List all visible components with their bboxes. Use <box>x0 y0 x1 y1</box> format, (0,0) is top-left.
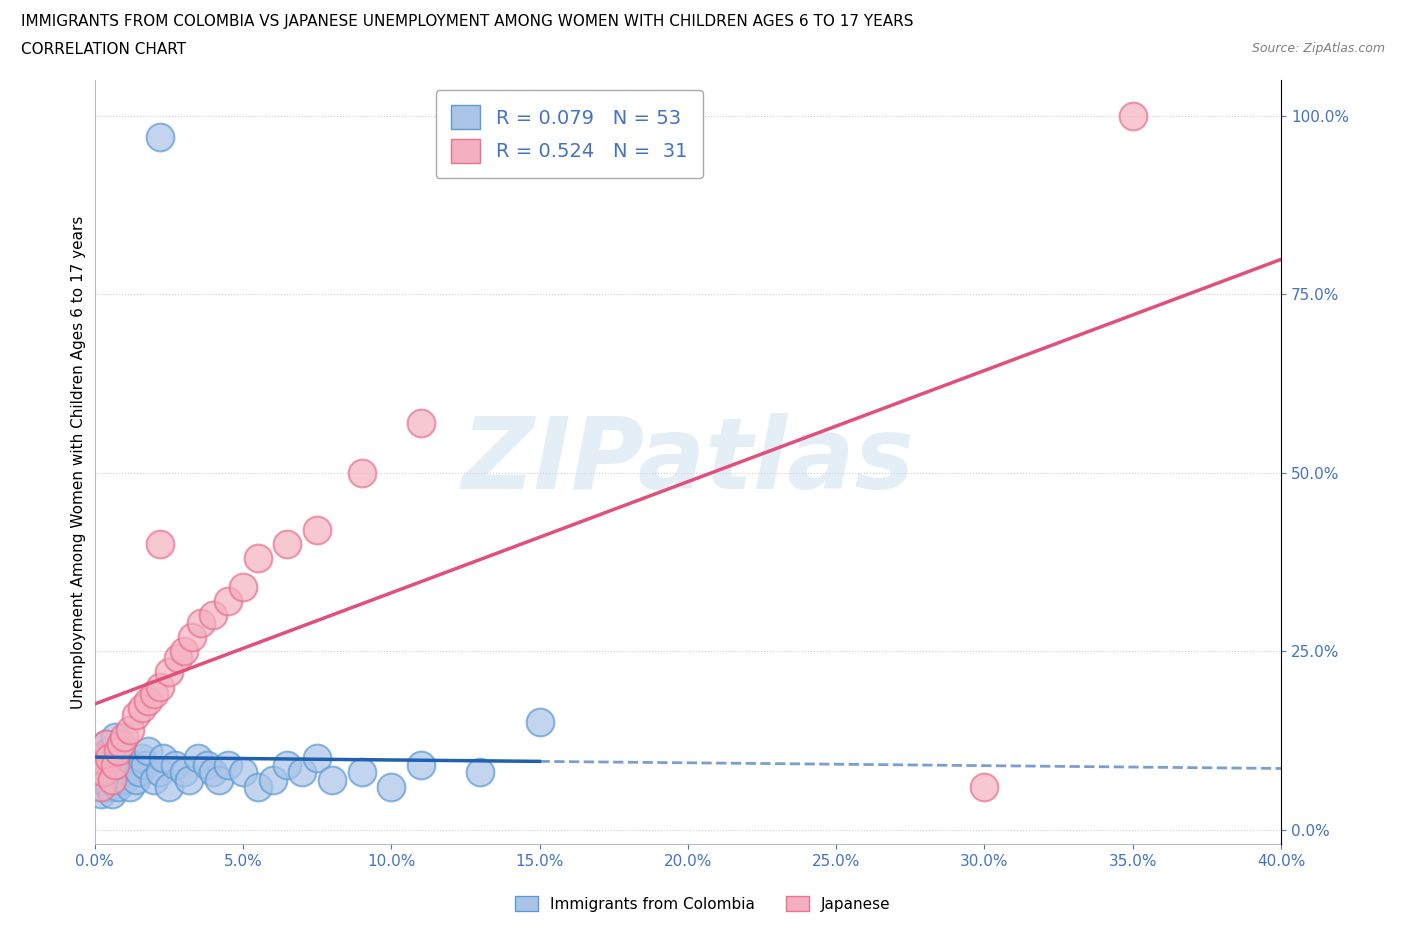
Point <box>98 765 121 780</box>
Text: ZIPatlas: ZIPatlas <box>461 414 914 511</box>
Point <box>115 765 138 780</box>
Point <box>86 779 108 794</box>
Text: CORRELATION CHART: CORRELATION CHART <box>21 42 186 57</box>
Point <box>262 772 284 787</box>
Point <box>202 608 225 623</box>
Point <box>134 758 156 773</box>
Point <box>179 772 201 787</box>
Point <box>276 758 298 773</box>
Point <box>112 772 135 787</box>
Point <box>112 729 135 744</box>
Point <box>98 779 121 794</box>
Point <box>166 651 188 666</box>
Point <box>125 772 148 787</box>
Point <box>232 765 254 780</box>
Text: Source: ZipAtlas.com: Source: ZipAtlas.com <box>1251 42 1385 55</box>
Point <box>305 751 328 765</box>
Point <box>149 537 172 551</box>
Point <box>1122 109 1144 124</box>
Point <box>142 772 165 787</box>
Point <box>110 758 132 773</box>
Point <box>104 772 127 787</box>
Point <box>120 779 142 794</box>
Point <box>104 751 127 765</box>
Point <box>136 694 159 709</box>
Point <box>195 758 218 773</box>
Point <box>101 787 124 802</box>
Point <box>86 751 108 765</box>
Text: IMMIGRANTS FROM COLOMBIA VS JAPANESE UNEMPLOYMENT AMONG WOMEN WITH CHILDREN AGES: IMMIGRANTS FROM COLOMBIA VS JAPANESE UNE… <box>21 14 914 29</box>
Point <box>321 772 343 787</box>
Point <box>291 765 314 780</box>
Point <box>96 758 118 773</box>
Point <box>104 758 127 773</box>
Point <box>128 765 150 780</box>
Point <box>122 758 145 773</box>
Point <box>409 415 432 430</box>
Point <box>217 593 239 608</box>
Point <box>104 729 127 744</box>
Point <box>110 744 132 759</box>
Point <box>157 665 180 680</box>
Point <box>529 715 551 730</box>
Point <box>120 722 142 737</box>
Point <box>246 551 269 565</box>
Point <box>96 737 118 751</box>
Point <box>93 765 115 780</box>
Point <box>98 744 121 759</box>
Point <box>149 765 172 780</box>
Point <box>470 765 492 780</box>
Point <box>190 615 212 630</box>
Point <box>101 772 124 787</box>
Point <box>125 708 148 723</box>
Y-axis label: Unemployment Among Women with Children Ages 6 to 17 years: Unemployment Among Women with Children A… <box>72 215 86 709</box>
Legend: Immigrants from Colombia, Japanese: Immigrants from Colombia, Japanese <box>509 889 897 918</box>
Point <box>163 758 186 773</box>
Point <box>232 579 254 594</box>
Point <box>181 630 204 644</box>
Legend: R = 0.079   N = 53, R = 0.524   N =  31: R = 0.079 N = 53, R = 0.524 N = 31 <box>436 90 703 179</box>
Point <box>89 779 111 794</box>
Point <box>131 700 153 715</box>
Point <box>202 765 225 780</box>
Point <box>136 744 159 759</box>
Point <box>107 779 129 794</box>
Point <box>350 465 373 480</box>
Point <box>89 765 111 780</box>
Point <box>93 772 115 787</box>
Point <box>107 765 129 780</box>
Point <box>152 751 174 765</box>
Point <box>380 779 402 794</box>
Point <box>157 779 180 794</box>
Point <box>131 751 153 765</box>
Point <box>173 765 195 780</box>
Point <box>110 737 132 751</box>
Point <box>142 686 165 701</box>
Point <box>350 765 373 780</box>
Point <box>101 758 124 773</box>
Point <box>973 779 995 794</box>
Point <box>208 772 231 787</box>
Point <box>217 758 239 773</box>
Point <box>305 523 328 538</box>
Point <box>112 751 135 765</box>
Point <box>107 744 129 759</box>
Point <box>96 737 118 751</box>
Point <box>149 679 172 694</box>
Point <box>246 779 269 794</box>
Point <box>276 537 298 551</box>
Point <box>173 644 195 658</box>
Point <box>98 751 121 765</box>
Point <box>187 751 209 765</box>
Point <box>149 130 172 145</box>
Point <box>409 758 432 773</box>
Point <box>89 787 111 802</box>
Point <box>93 751 115 765</box>
